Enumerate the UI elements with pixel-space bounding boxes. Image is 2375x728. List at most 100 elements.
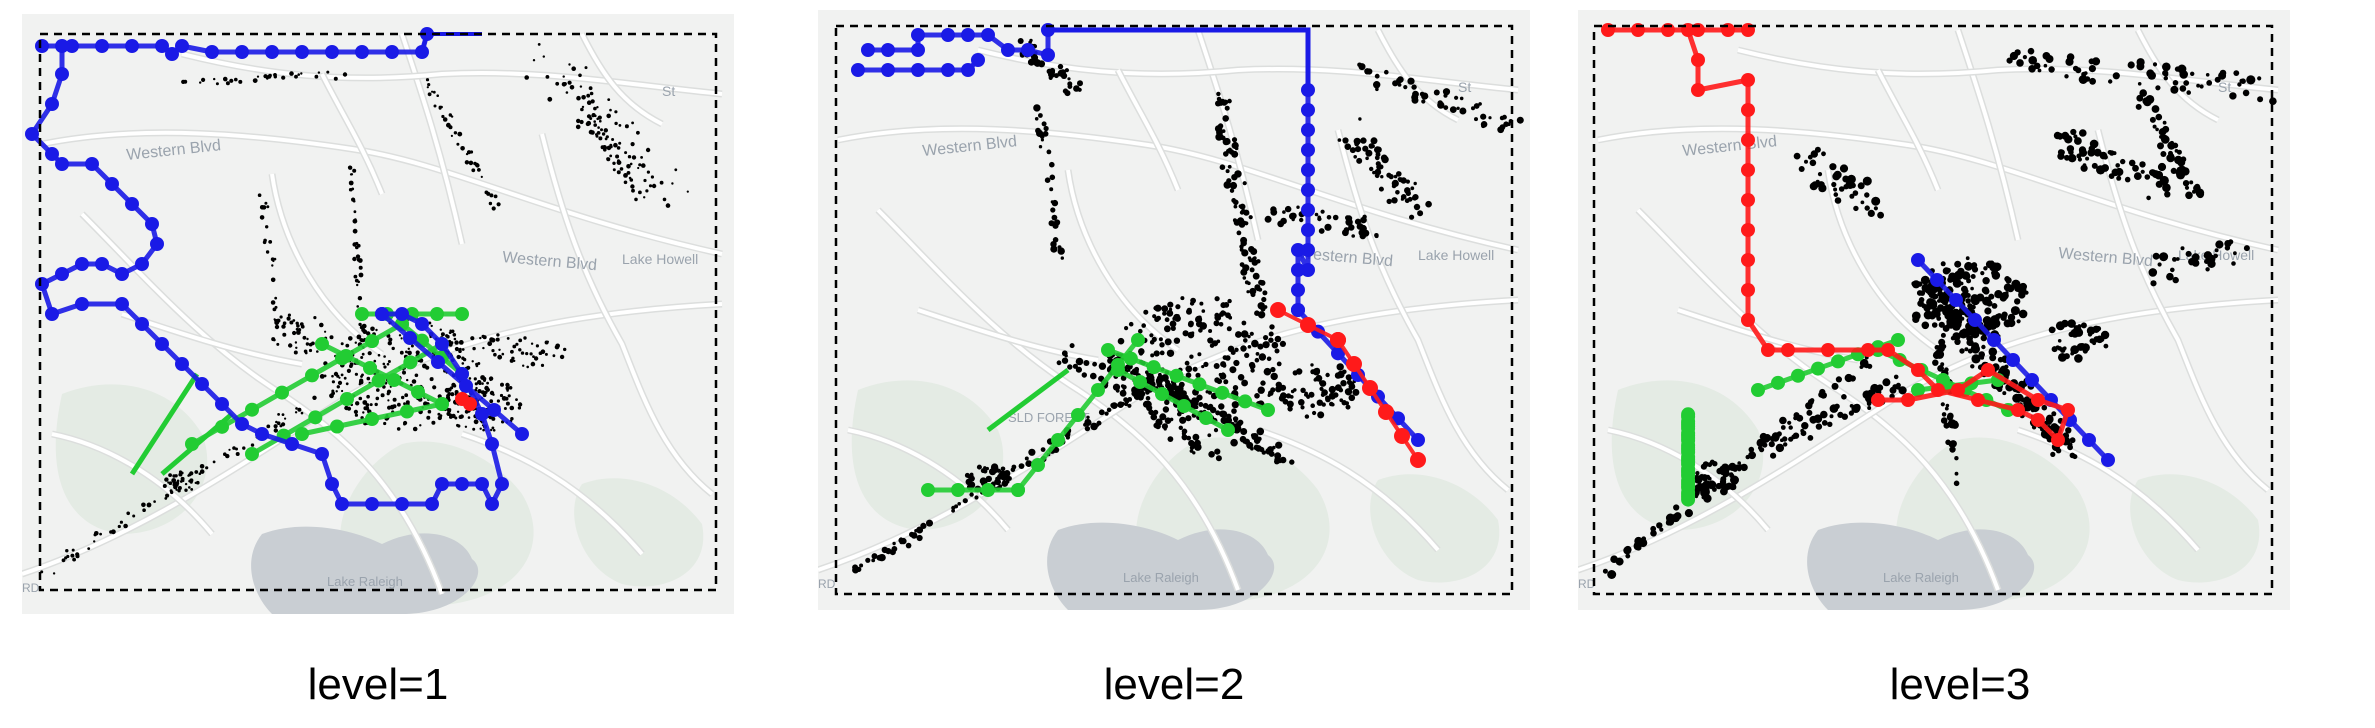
data-point: [1937, 299, 1941, 303]
data-point: [2015, 398, 2020, 403]
data-point: [1862, 176, 1872, 186]
red-route-node: [1346, 356, 1362, 372]
blue-route-node: [115, 267, 129, 281]
data-point: [401, 395, 405, 400]
data-point: [1173, 337, 1181, 344]
data-point: [1339, 398, 1344, 403]
data-point: [576, 95, 581, 101]
data-point: [489, 337, 494, 342]
data-point: [1793, 152, 1801, 160]
data-point: [1166, 338, 1171, 343]
data-point: [885, 548, 892, 555]
data-point: [1989, 354, 1997, 362]
data-point: [2064, 154, 2070, 161]
data-point: [295, 407, 298, 410]
data-point: [348, 336, 353, 341]
data-point: [1965, 256, 1970, 261]
data-point: [2051, 327, 2056, 332]
data-point: [1474, 117, 1478, 122]
blue-route-node: [1301, 163, 1315, 177]
data-point: [1771, 434, 1780, 442]
data-point: [367, 351, 372, 356]
green-route-node: [1192, 377, 1207, 392]
road: [41, 130, 723, 256]
red-route-node: [1741, 193, 1755, 207]
data-point: [1083, 422, 1087, 427]
data-point: [490, 428, 493, 432]
data-point: [1650, 525, 1657, 532]
data-point: [281, 324, 286, 329]
data-point: [1229, 181, 1238, 190]
data-point: [2140, 169, 2145, 174]
data-point: [470, 336, 475, 341]
data-point: [99, 532, 102, 536]
data-point: [916, 534, 923, 542]
data-point: [1831, 181, 1837, 188]
data-point: [1250, 248, 1258, 255]
data-point: [2170, 267, 2175, 273]
data-point: [1270, 372, 1278, 381]
data-point: [360, 375, 363, 378]
data-point: [1199, 301, 1204, 306]
data-point: [1218, 403, 1225, 410]
data-point: [1251, 433, 1259, 441]
data-point: [72, 557, 76, 562]
data-point: [2010, 306, 2020, 316]
data-point: [1127, 403, 1132, 408]
data-point: [619, 167, 624, 171]
data-point: [2045, 434, 2051, 440]
data-point: [515, 342, 519, 346]
data-point: [2023, 396, 2030, 403]
data-point: [629, 162, 633, 166]
data-point: [529, 352, 533, 356]
data-point: [1296, 368, 1303, 375]
data-point: [454, 346, 459, 352]
map-panel-level-3: Western Blvd Western Blvd Lake Howell La…: [1578, 10, 2290, 610]
basemap: [818, 10, 1530, 610]
data-point: [1052, 222, 1059, 229]
data-point: [1983, 266, 1988, 271]
park-area: [574, 478, 704, 587]
map-visualization-level-1: Western Blvd Western Blvd Lake Howell La…: [22, 14, 734, 614]
data-point: [479, 427, 482, 430]
data-point: [439, 328, 442, 331]
data-point: [1060, 72, 1068, 79]
data-point: [989, 468, 997, 476]
data-point: [596, 117, 599, 121]
blue-route-node: [403, 331, 417, 345]
data-point: [645, 189, 649, 193]
data-point: [1143, 309, 1149, 315]
data-point: [362, 400, 368, 405]
data-point: [1112, 383, 1121, 391]
data-point: [1991, 303, 1998, 309]
data-point: [360, 356, 364, 359]
data-point: [374, 402, 378, 407]
data-point: [969, 492, 974, 497]
data-point: [1459, 107, 1467, 115]
data-point: [1941, 412, 1947, 417]
data-point: [576, 118, 581, 124]
data-point: [480, 375, 485, 380]
data-point: [1376, 164, 1383, 170]
data-point: [1364, 68, 1371, 75]
data-point: [1240, 428, 1248, 435]
data-point: [358, 322, 362, 327]
blue-route-node: [1301, 223, 1315, 237]
data-point: [1413, 181, 1417, 186]
data-point: [431, 420, 436, 425]
data-point: [355, 401, 360, 406]
data-point: [1358, 117, 1362, 121]
data-point: [1141, 323, 1146, 328]
green-route-node: [1791, 368, 1805, 383]
blue-route-node: [1949, 293, 1963, 307]
data-point: [1991, 319, 2001, 328]
data-point: [1194, 405, 1199, 410]
park-area: [1370, 474, 1500, 583]
data-point: [2176, 149, 2182, 155]
data-point: [1378, 186, 1384, 192]
data-point: [392, 397, 397, 402]
data-point: [126, 511, 130, 516]
data-point: [500, 382, 504, 387]
blue-route-node: [45, 307, 59, 321]
data-point: [1829, 163, 1837, 171]
